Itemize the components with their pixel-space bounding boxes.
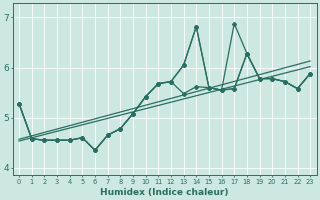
- X-axis label: Humidex (Indice chaleur): Humidex (Indice chaleur): [100, 188, 229, 197]
